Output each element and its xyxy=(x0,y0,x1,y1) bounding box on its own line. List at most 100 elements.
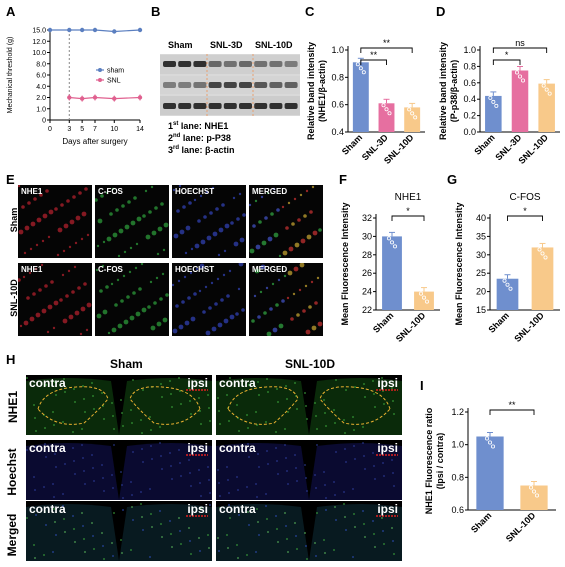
y-tick-label: 0.2 xyxy=(463,111,476,121)
ipsi-label: ipsi xyxy=(187,441,208,455)
micrograph-channel-label: HOECHST xyxy=(175,187,215,196)
data-dot xyxy=(361,70,366,75)
y-tick-label: 20 xyxy=(476,287,486,297)
legend-label: SNL xyxy=(107,78,121,85)
micrograph-snl10d-hoechst: HOECHST xyxy=(172,263,246,336)
bar xyxy=(414,291,434,310)
data-point xyxy=(92,27,98,33)
blot-band xyxy=(178,103,192,109)
x-tick-label: 3 xyxy=(67,126,71,133)
blot-band xyxy=(284,61,298,67)
data-dot xyxy=(390,240,395,245)
data-point xyxy=(137,27,143,33)
y-tick-label: 0.6 xyxy=(463,78,476,88)
data-dot xyxy=(387,236,392,241)
x-tick-label: Sham xyxy=(472,132,496,156)
data-dot xyxy=(384,107,389,112)
data-dot xyxy=(541,83,546,88)
bar xyxy=(496,278,519,310)
data-dot xyxy=(355,62,360,67)
wb-lane-label-snl10d: SNL-10D xyxy=(255,40,293,50)
x-tick-label: 7 xyxy=(93,126,97,133)
spinal-image-snl10d-nhe1: contra ipsi xyxy=(216,375,402,435)
micrograph-channel-label: NHE1 xyxy=(21,187,43,196)
data-dot xyxy=(393,244,398,249)
y-tick-label: 6.0 xyxy=(36,73,46,80)
y-tick-label: 8.0 xyxy=(36,61,46,68)
legend-marker xyxy=(98,78,102,82)
data-point xyxy=(47,27,53,33)
data-dot xyxy=(488,95,493,100)
panel-b-western-blot: Sham SNL-3D SNL-10D 1st lane: NHE1 2nd l… xyxy=(160,18,305,155)
spinal-image-sham-nhe1: contra ipsi xyxy=(26,375,212,435)
y-tick-label: 25 xyxy=(476,268,486,278)
blot-band xyxy=(208,103,222,109)
blot-band xyxy=(254,103,268,109)
y-tick-label: 40 xyxy=(476,213,486,223)
spinal-texture xyxy=(26,442,212,500)
spinal-texture xyxy=(216,503,402,561)
panel-letter-c: C xyxy=(305,4,315,19)
bar xyxy=(531,247,554,310)
blot-band xyxy=(239,82,252,88)
significance-label: * xyxy=(505,50,509,60)
data-dot xyxy=(358,66,363,71)
micrograph-sham-hoechst: HOECHST xyxy=(172,185,246,258)
significance-bracket xyxy=(360,59,387,65)
blot-band xyxy=(269,103,283,109)
micrograph-texture xyxy=(172,263,245,336)
bar xyxy=(352,62,369,132)
blot-image xyxy=(160,54,300,116)
series-line xyxy=(69,96,141,100)
contra-label: contra xyxy=(29,376,66,390)
panel-letter-e: E xyxy=(6,172,15,187)
bar xyxy=(538,83,555,132)
contra-label: contra xyxy=(29,441,66,455)
wb-legend-2: 2nd lane: p-P38 xyxy=(168,133,231,143)
data-dot xyxy=(502,278,507,283)
y-tick-label: 0.4 xyxy=(331,127,344,137)
micrograph-sham-c-fos: C-FOS xyxy=(95,185,169,258)
data-dot xyxy=(529,485,534,490)
data-dot xyxy=(488,440,493,445)
data-dot xyxy=(419,291,424,296)
micrograph-snl10d-c-fos: C-FOS xyxy=(95,263,169,336)
blot-band xyxy=(239,61,252,67)
y-tick-label: 35 xyxy=(476,231,486,241)
x-axis-label: Days after surgery xyxy=(62,137,127,146)
contra-label: contra xyxy=(29,502,66,516)
significance-label: ** xyxy=(383,38,391,48)
blot-band xyxy=(193,82,207,88)
y-axis-label: Mechanical threshold (g) xyxy=(7,37,14,114)
y-axis-label: (NHE1/β-actin) xyxy=(317,60,327,122)
data-dot xyxy=(547,91,552,96)
data-point xyxy=(79,27,85,33)
panel-d-bar-chart: 0.0 0.2 0.4 0.6 0.8 1.0 Relative band intensit… xyxy=(438,38,560,166)
y-tick-label: 0.8 xyxy=(463,61,476,71)
significance-label: ns xyxy=(515,38,525,48)
data-point xyxy=(67,27,72,33)
bar xyxy=(382,236,402,310)
y-axis-label: Relative band intensity xyxy=(306,42,316,140)
spinal-image-sham-hoechst: contra ipsi xyxy=(26,440,212,500)
data-dot xyxy=(532,489,537,494)
y-tick-label: 30 xyxy=(476,250,486,260)
panel-letter-d: D xyxy=(436,4,446,19)
blot-band xyxy=(193,61,207,67)
y-axis-label: (P-p38/β-actin) xyxy=(449,60,459,123)
blot-band xyxy=(239,103,252,109)
data-dot xyxy=(422,295,427,300)
blot-band xyxy=(163,61,176,67)
x-tick-label: SNL-10D xyxy=(504,510,538,544)
y-tick-label: 1.2 xyxy=(451,407,464,417)
spinal-image-sham-merged: contra ipsi xyxy=(26,501,212,561)
y-tick-label: 15.0 xyxy=(32,28,46,35)
blot-band xyxy=(208,61,222,67)
blot-band xyxy=(223,61,237,67)
spinal-texture xyxy=(216,442,402,500)
data-dot xyxy=(491,444,496,449)
panel-f-bar-chart: 22 24 26 28 30 32 NHE1 Mean Fluorescence Intens… xyxy=(340,192,440,344)
y-tick-label: 0 xyxy=(42,118,46,125)
y-tick-label: 0.0 xyxy=(463,127,476,137)
ipsi-label: ipsi xyxy=(187,376,208,390)
